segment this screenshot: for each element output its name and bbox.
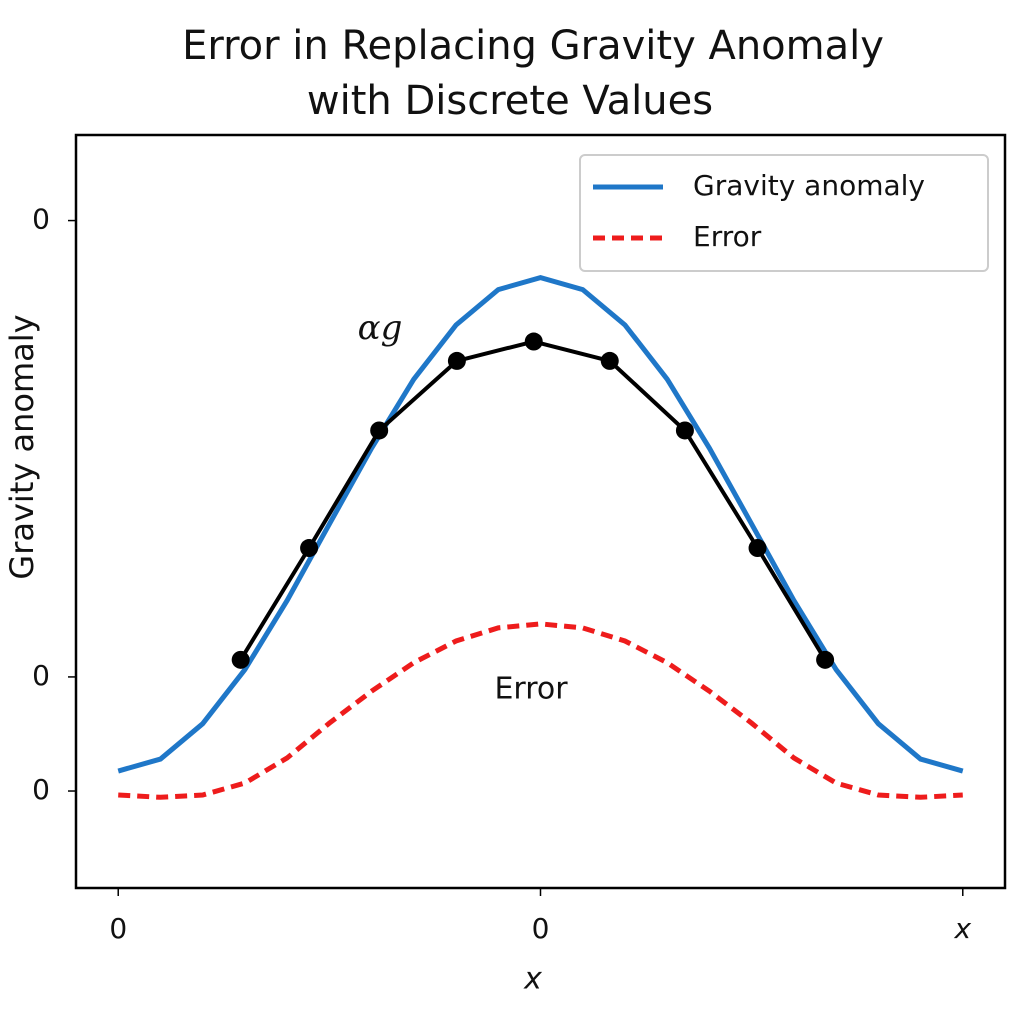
sample-point xyxy=(300,539,319,558)
x-axis-label: x xyxy=(523,962,542,997)
sample-point xyxy=(447,351,466,370)
x-tick-label: 0 xyxy=(109,912,127,945)
sample-point xyxy=(524,332,543,351)
legend-box xyxy=(579,154,989,272)
sample-point xyxy=(600,351,619,370)
series-line xyxy=(118,621,963,800)
series-line xyxy=(117,275,964,774)
annotation: αg xyxy=(358,308,403,348)
sample-point xyxy=(370,421,389,440)
x-tick-label: x xyxy=(953,912,971,945)
chart-title: with Discrete Values xyxy=(307,78,713,124)
chart-title: Error in Replacing Gravity Anomaly xyxy=(182,23,884,69)
y-tick-label: 0 xyxy=(32,203,50,236)
plot-frame xyxy=(74,133,1007,890)
legend-label: Gravity anomaly xyxy=(693,169,925,202)
y-tick-label: 0 xyxy=(32,773,50,806)
sample-point xyxy=(816,650,835,669)
x-tick-label: 0 xyxy=(532,912,550,945)
y-tick-label: 0 xyxy=(32,659,50,692)
annotation: Error xyxy=(494,672,568,707)
sample-point xyxy=(748,539,767,558)
sample-point xyxy=(231,650,250,669)
y-axis-label: Gravity anomaly xyxy=(3,314,41,579)
legend-label: Error xyxy=(693,220,762,253)
sample-point xyxy=(675,421,694,440)
